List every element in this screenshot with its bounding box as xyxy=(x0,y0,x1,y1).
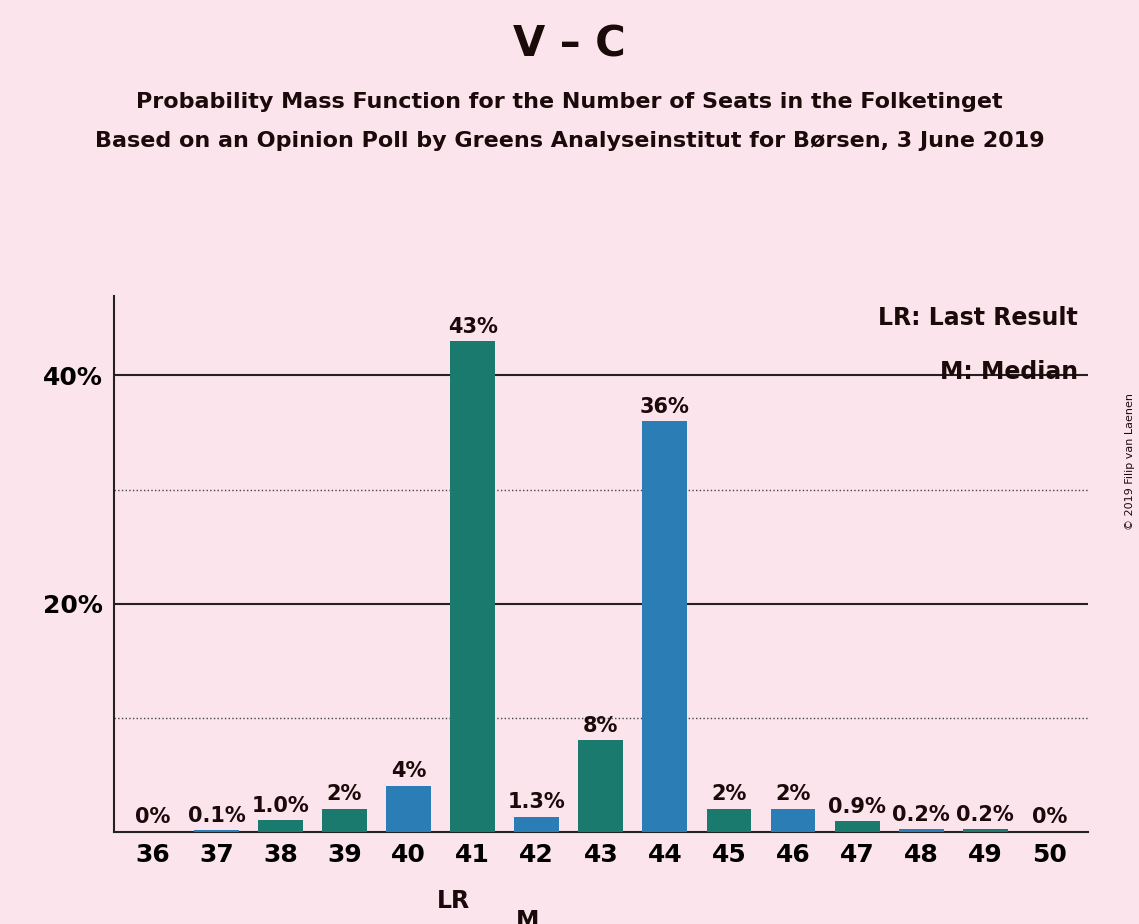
Text: 0%: 0% xyxy=(134,807,170,827)
Text: 4%: 4% xyxy=(391,761,426,782)
Text: 1.3%: 1.3% xyxy=(508,792,566,812)
Bar xyxy=(835,821,879,832)
Text: LR: LR xyxy=(437,889,470,913)
Text: 0.2%: 0.2% xyxy=(957,805,1014,825)
Bar xyxy=(194,831,239,832)
Text: 2%: 2% xyxy=(776,784,811,804)
Bar xyxy=(259,821,303,832)
Text: © 2019 Filip van Laenen: © 2019 Filip van Laenen xyxy=(1125,394,1134,530)
Bar xyxy=(450,341,495,832)
Text: 36%: 36% xyxy=(640,396,690,417)
Text: LR: Last Result: LR: Last Result xyxy=(878,307,1077,331)
Text: Based on an Opinion Poll by Greens Analyseinstitut for Børsen, 3 June 2019: Based on an Opinion Poll by Greens Analy… xyxy=(95,131,1044,152)
Bar xyxy=(771,808,816,832)
Text: M: M xyxy=(516,909,539,924)
Bar xyxy=(962,830,1008,832)
Bar xyxy=(642,421,687,832)
Text: V – C: V – C xyxy=(514,23,625,65)
Bar xyxy=(899,830,943,832)
Bar xyxy=(579,740,623,832)
Text: 43%: 43% xyxy=(448,317,498,336)
Text: 0.1%: 0.1% xyxy=(188,806,245,826)
Text: Probability Mass Function for the Number of Seats in the Folketinget: Probability Mass Function for the Number… xyxy=(137,92,1002,113)
Text: 1.0%: 1.0% xyxy=(252,796,310,816)
Bar xyxy=(706,808,752,832)
Text: 0.9%: 0.9% xyxy=(828,796,886,817)
Text: 2%: 2% xyxy=(711,784,747,804)
Text: 0.2%: 0.2% xyxy=(892,805,950,825)
Text: 2%: 2% xyxy=(327,784,362,804)
Bar xyxy=(386,786,431,832)
Bar xyxy=(515,817,559,832)
Text: 8%: 8% xyxy=(583,716,618,736)
Bar xyxy=(322,808,367,832)
Text: M: Median: M: Median xyxy=(940,360,1077,384)
Text: 0%: 0% xyxy=(1032,807,1067,827)
